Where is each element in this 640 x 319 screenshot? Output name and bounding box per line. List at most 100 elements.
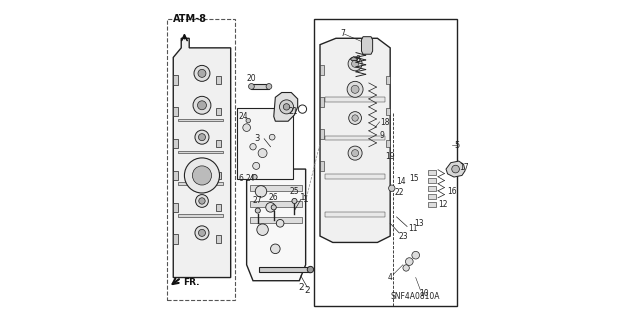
- Circle shape: [248, 84, 254, 89]
- Text: 14: 14: [397, 177, 406, 186]
- Text: 1: 1: [300, 193, 305, 202]
- Text: 23: 23: [398, 232, 408, 241]
- Text: 4: 4: [388, 273, 392, 282]
- Bar: [237, 108, 293, 179]
- Text: 9: 9: [379, 131, 384, 140]
- Circle shape: [250, 144, 256, 150]
- Text: 8: 8: [356, 55, 360, 63]
- Circle shape: [348, 146, 362, 160]
- Circle shape: [194, 161, 210, 177]
- Bar: [252, 84, 269, 89]
- Bar: [259, 267, 310, 272]
- Circle shape: [280, 100, 294, 114]
- Circle shape: [452, 165, 460, 173]
- Text: FR.: FR.: [183, 278, 199, 287]
- Circle shape: [195, 130, 209, 144]
- Circle shape: [258, 149, 267, 158]
- Text: ATM-8: ATM-8: [173, 14, 207, 24]
- Circle shape: [198, 101, 207, 110]
- Bar: [320, 97, 324, 107]
- Bar: [324, 174, 385, 179]
- Bar: [324, 97, 385, 102]
- Bar: [314, 19, 457, 306]
- Text: 17: 17: [459, 163, 468, 172]
- Bar: [320, 129, 324, 139]
- Text: 11: 11: [408, 224, 417, 233]
- Bar: [387, 108, 390, 115]
- Text: 13: 13: [414, 219, 424, 228]
- Circle shape: [243, 124, 250, 131]
- Text: 19: 19: [385, 152, 395, 161]
- Circle shape: [271, 244, 280, 254]
- Bar: [173, 203, 178, 212]
- Circle shape: [271, 205, 276, 210]
- Bar: [216, 204, 221, 211]
- Circle shape: [184, 158, 220, 193]
- Circle shape: [266, 203, 275, 212]
- Circle shape: [198, 70, 206, 78]
- Polygon shape: [173, 38, 230, 278]
- Polygon shape: [274, 93, 298, 121]
- Circle shape: [284, 104, 290, 110]
- Bar: [178, 182, 223, 185]
- Text: 5: 5: [454, 141, 460, 150]
- Circle shape: [351, 85, 359, 93]
- Bar: [250, 185, 303, 191]
- Text: 15: 15: [410, 174, 419, 183]
- Circle shape: [406, 258, 413, 265]
- Text: 12: 12: [438, 200, 447, 209]
- Bar: [250, 217, 303, 223]
- Circle shape: [352, 115, 358, 121]
- Circle shape: [257, 224, 268, 235]
- Bar: [167, 19, 236, 300]
- Circle shape: [195, 226, 209, 240]
- Text: 1: 1: [303, 195, 308, 204]
- Circle shape: [252, 174, 257, 180]
- Bar: [387, 76, 390, 84]
- Circle shape: [266, 84, 272, 89]
- Bar: [173, 234, 178, 244]
- Polygon shape: [246, 169, 306, 281]
- Bar: [324, 212, 385, 217]
- Bar: [320, 161, 324, 171]
- Text: 3: 3: [255, 134, 260, 143]
- Text: 26: 26: [269, 193, 278, 202]
- Bar: [216, 108, 221, 115]
- Circle shape: [348, 57, 362, 71]
- Circle shape: [198, 165, 206, 173]
- Circle shape: [255, 208, 260, 213]
- Bar: [216, 76, 221, 84]
- Polygon shape: [362, 37, 372, 54]
- Circle shape: [412, 251, 420, 259]
- Polygon shape: [446, 161, 465, 177]
- Bar: [173, 75, 178, 85]
- Circle shape: [193, 96, 211, 114]
- Text: 25: 25: [290, 187, 300, 196]
- Circle shape: [349, 112, 362, 124]
- Text: 22: 22: [395, 189, 404, 197]
- Bar: [216, 235, 221, 243]
- Bar: [173, 139, 178, 148]
- Circle shape: [194, 65, 210, 81]
- Bar: [250, 201, 303, 207]
- Bar: [428, 202, 436, 207]
- Circle shape: [253, 162, 260, 169]
- Polygon shape: [320, 38, 390, 242]
- Circle shape: [292, 198, 297, 204]
- Text: 6: 6: [239, 174, 243, 183]
- Text: 2: 2: [305, 286, 310, 295]
- Circle shape: [193, 166, 212, 185]
- Circle shape: [199, 198, 205, 204]
- Circle shape: [276, 219, 284, 227]
- Text: 10: 10: [419, 289, 429, 298]
- Text: 21: 21: [288, 107, 298, 116]
- Circle shape: [196, 195, 209, 207]
- Circle shape: [198, 134, 205, 141]
- Bar: [173, 107, 178, 116]
- Text: 16: 16: [447, 187, 457, 196]
- Text: 24: 24: [245, 174, 255, 183]
- Polygon shape: [350, 57, 358, 61]
- Text: 24: 24: [239, 112, 248, 121]
- Circle shape: [307, 266, 314, 273]
- Bar: [173, 171, 178, 180]
